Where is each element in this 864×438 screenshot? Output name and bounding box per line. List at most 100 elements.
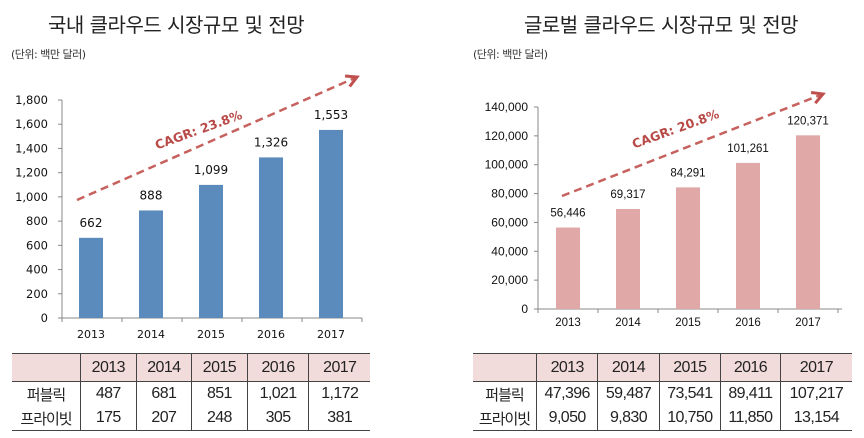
x-tick-label: 2017: [317, 328, 345, 341]
global-unit-note: (단위: 백만 달러): [473, 48, 548, 61]
y-tick-label: 200: [26, 287, 48, 301]
y-tick-label: 1,800: [15, 93, 48, 107]
bar: [259, 157, 283, 318]
y-tick-label: 20,000: [491, 273, 528, 287]
domestic-chart-title: 국내 클라우드 시장규모 및 전망: [48, 13, 305, 37]
bar: [676, 187, 700, 309]
x-tick-label: 2014: [615, 317, 641, 329]
x-tick-label: 2017: [795, 317, 821, 329]
y-tick-label: 40,000: [491, 244, 528, 258]
table-cell: 305: [246, 406, 309, 431]
y-tick-label: 80,000: [491, 187, 528, 201]
table-header-cell: [12, 353, 81, 382]
table-cell: 487: [80, 381, 137, 406]
cagr-trend-arrow: [561, 92, 824, 198]
y-tick-label: 1,400: [15, 141, 48, 155]
table-header-cell: 2017: [779, 353, 852, 382]
y-tick-label: 1,600: [15, 117, 48, 131]
y-tick-label: 400: [26, 263, 48, 277]
bar: [736, 162, 760, 309]
bar: [796, 135, 820, 309]
x-tick-label: 2014: [137, 328, 165, 341]
data-label: 1,099: [194, 163, 228, 177]
y-tick-label: 0: [521, 302, 528, 316]
data-label: 120,371: [787, 115, 829, 127]
y-tick-label: 60,000: [491, 215, 528, 229]
y-tick-label: 100,000: [485, 158, 529, 172]
bar: [199, 184, 223, 318]
data-label: 662: [80, 216, 103, 230]
bar: [79, 237, 103, 318]
bar: [616, 208, 640, 309]
table-header-cell: 2014: [597, 353, 660, 382]
table-cell: 13,154: [779, 406, 852, 431]
data-label: 101,261: [727, 143, 769, 155]
x-tick-label: 2016: [735, 317, 761, 329]
table-cell: 1,021: [246, 381, 309, 406]
row-label: 퍼블릭: [485, 385, 524, 404]
bar: [556, 227, 580, 309]
x-tick-label: 2013: [77, 328, 105, 341]
table-cell: 73,541: [658, 381, 721, 406]
table-header-cell: 2015: [658, 353, 721, 382]
y-tick-label: 120,000: [485, 129, 529, 143]
table-cell: 59,487: [597, 381, 660, 406]
table-header-cell: 2016: [720, 353, 781, 382]
data-label: 1,326: [254, 135, 288, 149]
cagr-annotation: CAGR: 20.8%: [630, 106, 722, 152]
table-header-row: 2013 2014 2015 2016 2017: [473, 353, 852, 382]
table-cell: 248: [191, 406, 248, 431]
table-header-cell: 2015: [191, 353, 248, 382]
x-tick-label: 2015: [197, 328, 225, 341]
table-cell: 10,750: [658, 406, 721, 431]
y-tick-label: 800: [26, 214, 48, 228]
table-row: 퍼블릭 47,396 59,487 73,541 89,411 107,217: [473, 381, 852, 406]
table-header-cell: 2016: [246, 353, 309, 382]
table-row: 프라이빗 175 207 248 305 381: [12, 406, 370, 431]
x-tick-label: 2016: [257, 328, 285, 341]
domestic-unit-note: (단위: 백만 달러): [11, 48, 86, 61]
domestic-data-table: 2013 2014 2015 2016 2017 퍼블릭 487 681 851…: [12, 353, 370, 431]
table-header-cell: 2017: [308, 353, 370, 382]
bar: [319, 129, 343, 318]
table-header-cell: [473, 353, 537, 382]
cagr-trend-arrow: [76, 75, 358, 202]
table-row: 퍼블릭 487 681 851 1,021 1,172: [12, 381, 370, 406]
data-label: 84,291: [670, 167, 705, 179]
table-cell: 1,172: [308, 381, 370, 406]
y-tick-label: 1,000: [15, 190, 48, 204]
row-label: 퍼블릭: [26, 385, 66, 404]
global-chart-title: 글로벌 클라우드 시장규모 및 전망: [524, 13, 799, 37]
table-cell: 381: [308, 406, 370, 431]
table-cell: 9,050: [535, 406, 598, 431]
y-tick-label: 600: [26, 238, 48, 252]
table-cell: 175: [80, 406, 137, 431]
y-tick-label: 1,200: [15, 166, 48, 180]
table-cell: 681: [135, 381, 192, 406]
table-cell: 47,396: [535, 381, 598, 406]
table-row: 프라이빗 9,050 9,830 10,750 11,850 13,154: [473, 406, 852, 431]
table-header-cell: 2014: [135, 353, 192, 382]
data-label: 1,553: [314, 108, 348, 122]
table-header-cell: 2013: [80, 353, 137, 382]
y-tick-label: 0: [41, 311, 48, 325]
row-label: 프라이빗: [20, 409, 72, 428]
y-tick-label: 140,000: [485, 100, 529, 114]
table-cell: 107,217: [779, 381, 852, 406]
x-tick-label: 2015: [675, 317, 701, 329]
x-tick-label: 2013: [555, 317, 581, 329]
global-data-table: 2013 2014 2015 2016 2017 퍼블릭 47,396 59,4…: [473, 353, 852, 431]
arrow-head-icon: [810, 90, 826, 105]
table-cell: 11,850: [720, 406, 781, 431]
arrow-head-icon: [344, 74, 360, 88]
global-bar-chart: 0 20,000 40,000 60,000 80,000 100,000 120,000 1…: [485, 90, 842, 329]
table-cell: 89,411: [720, 381, 781, 406]
domestic-bar-chart: 0 200 400 600 800 1,000 1,200 1,400 1,600 1,800 66…: [15, 74, 363, 341]
table-cell: 207: [135, 406, 192, 431]
row-label: 프라이빗: [478, 409, 531, 428]
table-header-row: 2013 2014 2015 2016 2017: [12, 353, 370, 382]
table-cell: 851: [191, 381, 248, 406]
bar: [139, 210, 163, 318]
table-header-cell: 2013: [535, 353, 598, 382]
table-cell: 9,830: [597, 406, 660, 431]
